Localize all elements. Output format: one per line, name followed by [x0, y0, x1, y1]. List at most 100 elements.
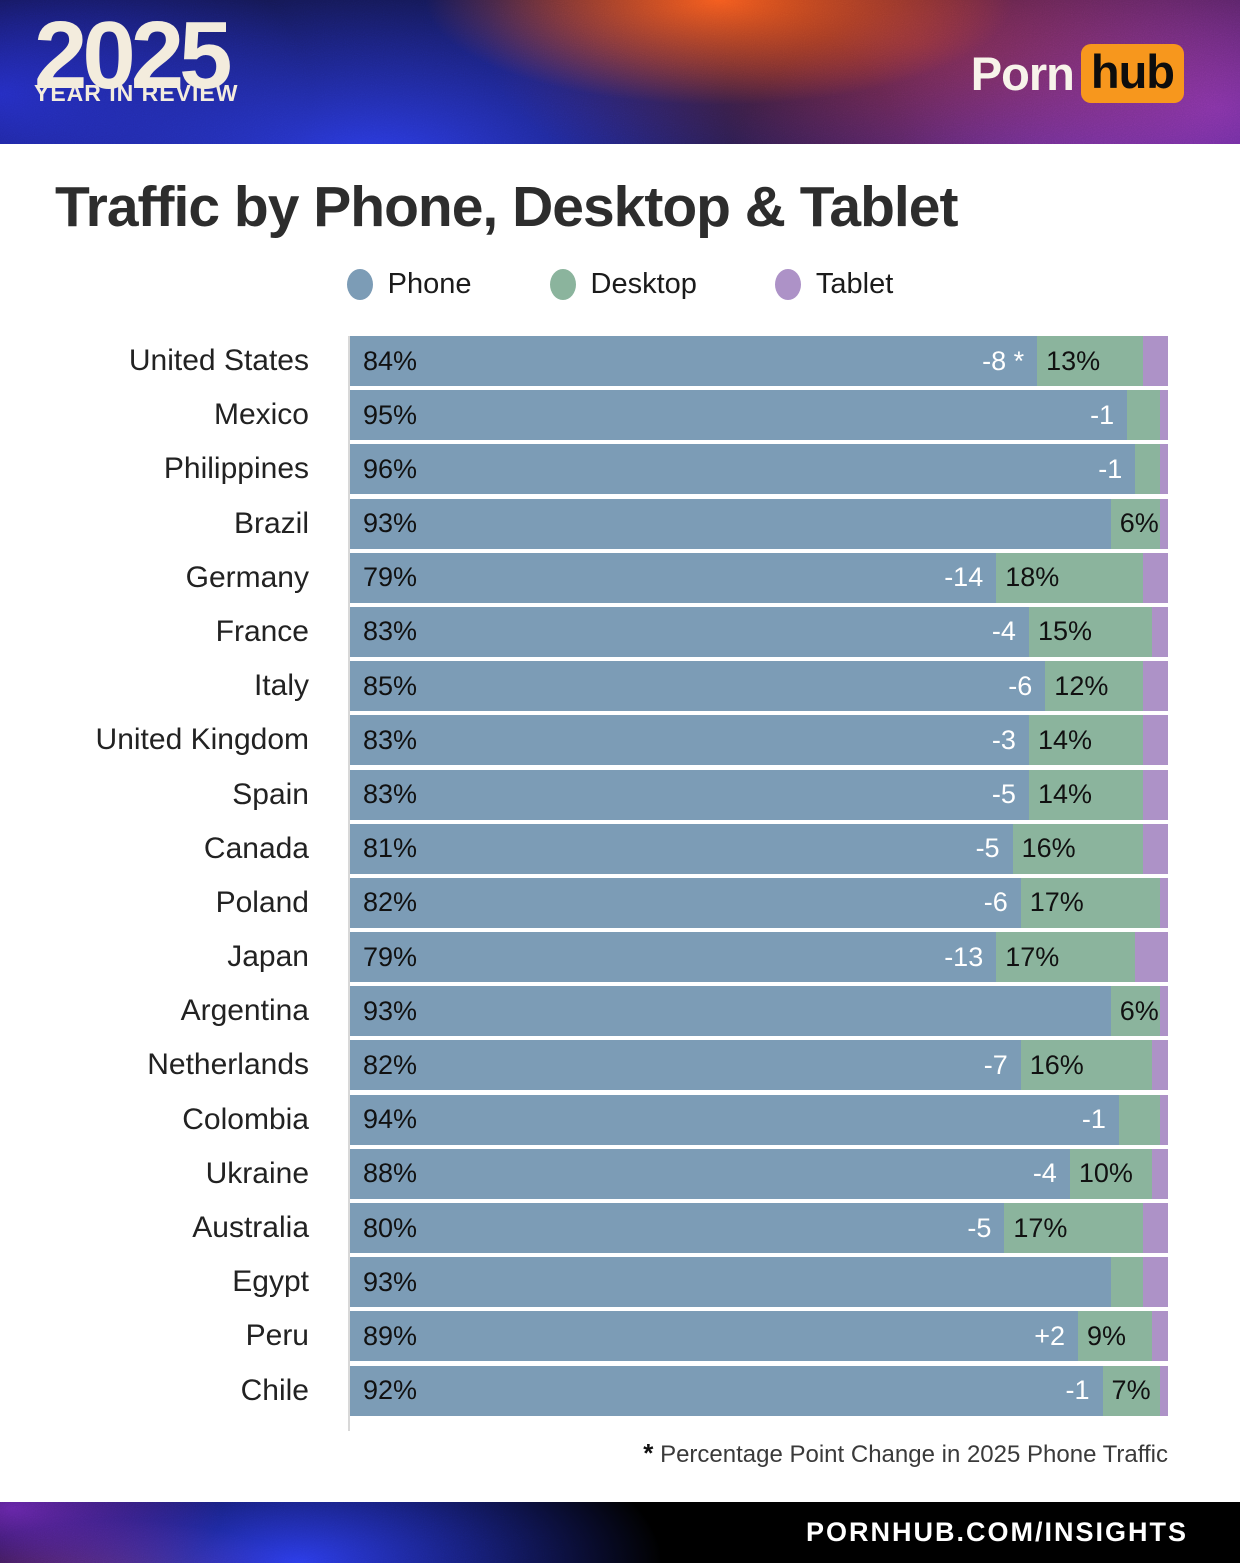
phone-segment: 83% -5 — [350, 769, 1029, 820]
phone-segment: 83% -3 — [350, 715, 1029, 766]
phone-value-label: 83% — [363, 724, 418, 755]
bar-row: Chile 92% -1 7% — [0, 1365, 1240, 1416]
country-label: Egypt — [232, 1265, 309, 1299]
bar-row: Germany 79% -14 18% — [0, 552, 1240, 603]
bar-row: Canada 81% -5 16% — [0, 823, 1240, 874]
phone-value-label: 94% — [363, 1104, 418, 1135]
bar-row: Ukraine 88% -4 10% — [0, 1148, 1240, 1199]
phone-change-label: -1 — [1081, 1104, 1106, 1135]
desktop-segment: 15% — [1028, 606, 1152, 657]
legend-item-tablet: Tablet — [774, 267, 894, 301]
phone-segment: 79% -13 — [350, 932, 997, 983]
pornhub-logo: Porn hub — [971, 44, 1184, 103]
phone-change-label: -4 — [991, 616, 1016, 647]
phone-value-label: 79% — [363, 941, 418, 972]
phone-segment: 94% -1 — [350, 1094, 1119, 1145]
phone-change-label: -5 — [967, 1212, 992, 1243]
phone-segment: 89% +2 — [350, 1311, 1079, 1362]
phone-segment: 92% -1 — [350, 1365, 1103, 1416]
phone-segment: 80% -5 — [350, 1203, 1005, 1253]
header-banner: 2025 YEAR IN REVIEW Porn hub — [0, 0, 1240, 144]
tablet-segment — [1151, 1040, 1168, 1091]
country-label: Colombia — [182, 1102, 309, 1136]
phone-segment: 96% -1 — [350, 444, 1136, 495]
bar-track: 83% -4 15% — [350, 606, 1168, 657]
phone-change-label: -6 — [1008, 670, 1033, 701]
desktop-segment — [1135, 444, 1160, 495]
phone-value-label: 88% — [363, 1158, 418, 1189]
bar-row: Japan 79% -13 17% — [0, 932, 1240, 983]
bar-row: Colombia 94% -1 — [0, 1094, 1240, 1145]
phone-change-label: -3 — [991, 724, 1016, 755]
phone-segment: 82% -6 — [350, 877, 1021, 928]
bar-row: Argentina 93% 6% — [0, 986, 1240, 1037]
bar-track: 93% — [350, 1257, 1168, 1308]
tablet-segment — [1159, 877, 1168, 928]
phone-segment: 84% -8 * — [350, 336, 1038, 386]
tablet-segment — [1143, 769, 1168, 820]
tablet-segment — [1159, 498, 1168, 549]
desktop-value-label: 18% — [1005, 562, 1060, 593]
desktop-segment: 10% — [1069, 1148, 1152, 1199]
desktop-segment: 16% — [1020, 1040, 1152, 1091]
desktop-value-label: 10% — [1078, 1158, 1133, 1189]
bar-track: 80% -5 17% — [350, 1203, 1168, 1253]
phone-value-label: 89% — [363, 1320, 418, 1351]
tablet-segment — [1143, 1203, 1168, 1253]
desktop-segment: 17% — [996, 932, 1136, 983]
phone-segment: 85% -6 — [350, 661, 1046, 712]
desktop-value-label: 6% — [1119, 995, 1159, 1026]
phone-value-label: 84% — [363, 345, 418, 376]
tablet-segment — [1159, 986, 1168, 1037]
footnote: * Percentage Point Change in 2025 Phone … — [0, 1438, 1168, 1469]
desktop-value-label: 12% — [1054, 670, 1109, 701]
bar-track: 83% -3 14% — [350, 715, 1168, 766]
tablet-segment — [1143, 552, 1168, 603]
desktop-value-label: 14% — [1037, 724, 1092, 755]
legend-label: Tablet — [815, 267, 894, 300]
tablet-segment — [1151, 1311, 1168, 1362]
year-text: 2025 — [34, 2, 233, 109]
bar-row: Spain 83% -5 14% — [0, 769, 1240, 820]
phone-value-label: 83% — [363, 616, 418, 647]
phone-segment: 82% -7 — [350, 1040, 1021, 1091]
desktop-segment: 9% — [1078, 1311, 1152, 1362]
tablet-legend-dot-icon — [774, 268, 801, 300]
country-label: Germany — [185, 560, 309, 594]
bar-track: 93% 6% — [350, 498, 1168, 549]
bar-row: France 83% -4 15% — [0, 606, 1240, 657]
phone-value-label: 93% — [363, 1266, 418, 1297]
country-label: Spain — [232, 777, 309, 811]
phone-change-label: -8 * — [982, 345, 1025, 376]
legend-label: Phone — [387, 267, 472, 300]
desktop-segment — [1127, 390, 1160, 441]
tablet-segment — [1159, 390, 1168, 441]
phone-segment: 93% — [350, 498, 1111, 549]
phone-segment: 93% — [350, 986, 1111, 1037]
desktop-segment: 17% — [1020, 877, 1160, 928]
phone-segment: 93% — [350, 1257, 1111, 1308]
bar-track: 79% -14 18% — [350, 552, 1168, 603]
phone-value-label: 93% — [363, 508, 418, 539]
phone-change-label: -1 — [1065, 1375, 1090, 1406]
phone-change-label: -14 — [944, 562, 984, 593]
bar-row: Australia 80% -5 17% — [0, 1203, 1240, 1253]
country-label: Ukraine — [205, 1156, 309, 1190]
bar-row: Brazil 93% 6% — [0, 498, 1240, 549]
phone-change-label: -7 — [983, 1049, 1008, 1080]
phone-change-label: +2 — [1034, 1320, 1066, 1351]
bar-track: 95% -1 — [350, 390, 1168, 441]
y-axis-line — [348, 336, 350, 1431]
footnote-asterisk: * — [643, 1437, 654, 1468]
desktop-segment — [1118, 1094, 1160, 1145]
desktop-segment: 6% — [1110, 498, 1160, 549]
bar-track: 84% -8 * 13% — [350, 336, 1168, 386]
phone-legend-dot-icon — [346, 268, 373, 300]
phone-change-label: -13 — [944, 941, 984, 972]
bar-row: United Kingdom 83% -3 14% — [0, 715, 1240, 766]
stacked-bar-chart: United States 84% -8 * 13% Mexico 95% -1 Philip… — [0, 336, 1240, 1431]
desktop-segment: 14% — [1028, 769, 1144, 820]
desktop-legend-dot-icon — [549, 268, 576, 300]
bar-row: Philippines 96% -1 — [0, 444, 1240, 495]
desktop-segment: 18% — [996, 552, 1144, 603]
